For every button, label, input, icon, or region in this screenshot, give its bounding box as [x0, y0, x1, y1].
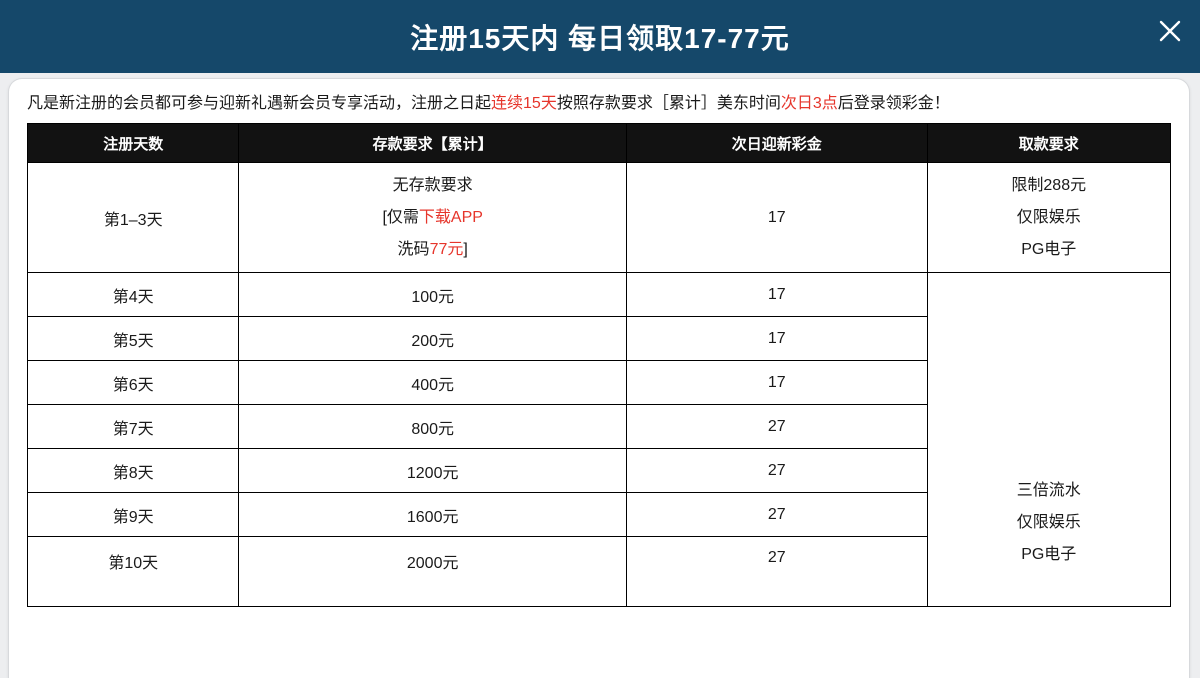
- cell-text: [仅需: [382, 208, 419, 226]
- table-row: 第9天 1600元 27: [26, 492, 1171, 537]
- cell-line: [仅需下载APP: [239, 202, 625, 234]
- table-row: 第4天 100元 17 三倍流水 仅限娱乐 PG电子: [26, 272, 1172, 607]
- highlighted-text: 下载APP: [418, 208, 483, 226]
- intro-segment: 凡是新注册的会员都可参与迎新礼遇新会员专享活动，注册之日起: [27, 95, 492, 112]
- table-row: 第1–3天 无存款要求 [仅需下载APP 洗码77元] 17 限制288元 仅限娱乐 PG电子: [26, 162, 1172, 273]
- cell-line: 洗码77元]: [239, 234, 625, 266]
- table-row: 第6天 400元 17: [26, 360, 1171, 405]
- close-button[interactable]: [1154, 15, 1186, 47]
- cell-text: 仅限娱乐: [1016, 514, 1081, 531]
- bonus-cell: 27: [625, 448, 928, 493]
- col-header-register-days: 注册天数: [26, 123, 240, 163]
- withdraw-cell: 限制288元 仅限娱乐 PG电子: [926, 162, 1172, 273]
- day-cell: 第7天: [26, 404, 240, 449]
- deposit-cell: 1200元: [238, 448, 627, 493]
- intro-highlight: 连续15天: [491, 95, 557, 112]
- bonus-cell: 17: [625, 272, 928, 317]
- day-cell: 第5天: [26, 316, 240, 361]
- deposit-cell: 无存款要求 [仅需下载APP 洗码77元]: [238, 162, 627, 273]
- bonus-cell: 27: [625, 492, 928, 537]
- bonus-cell: 17: [625, 360, 928, 405]
- promo-table: 注册天数 存款要求【累计】 次日迎新彩金 取款要求 第1–3天 无存款要求 [仅需下…: [26, 123, 1172, 607]
- col-header-deposit-requirement: 存款要求【累计】: [238, 123, 627, 163]
- intro-highlight: 次日3点: [780, 95, 838, 112]
- cell-line: 无存款要求: [239, 170, 625, 202]
- cell-text: 限制288元: [1011, 176, 1087, 194]
- cell-text: PG电子: [1021, 240, 1077, 258]
- cell-line: 限制288元: [928, 170, 1170, 202]
- col-header-withdraw-requirement: 取款要求: [926, 123, 1172, 163]
- table-row: 第8天 1200元 27: [26, 448, 1171, 493]
- deposit-cell: 400元: [238, 360, 627, 405]
- cell-text: 三倍流水: [1016, 482, 1081, 499]
- col-header-next-day-bonus: 次日迎新彩金: [625, 123, 928, 163]
- intro-segment: 按照存款要求［累计］美东时间: [556, 95, 781, 112]
- cell-text: PG电子: [1021, 546, 1077, 563]
- cell-line: PG电子: [928, 539, 1170, 571]
- table-row: 第7天 800元 27: [26, 404, 1171, 449]
- deposit-cell: 100元: [238, 272, 627, 317]
- cell-line: PG电子: [928, 234, 1170, 266]
- intro-segment: 后登录领彩金！: [837, 95, 950, 112]
- bonus-cell: 17: [625, 162, 928, 273]
- deposit-cell: 200元: [238, 316, 627, 361]
- withdraw-merged-cell: 三倍流水仅限娱乐 PG电子: [926, 272, 1172, 607]
- cell-text: ]: [463, 240, 468, 258]
- day-cell: 第8天: [26, 448, 240, 493]
- cell-line: 仅限娱乐: [928, 202, 1170, 234]
- deposit-cell: 1600元: [238, 492, 627, 537]
- deposit-cell: 800元: [238, 404, 627, 449]
- day-cell: 第10天: [26, 536, 240, 607]
- close-icon: [1159, 20, 1181, 42]
- modal-title: 注册15天内 每日领取17-77元: [410, 22, 790, 54]
- table-header-row: 注册天数 存款要求【累计】 次日迎新彩金 取款要求: [26, 123, 1172, 163]
- cell-text: 无存款要求: [392, 176, 473, 194]
- cell-line: 三倍流水: [928, 475, 1170, 507]
- deposit-cell: 2000元: [238, 536, 627, 607]
- highlighted-text: 77元: [429, 240, 464, 258]
- bonus-cell: 27: [625, 536, 928, 607]
- bonus-cell: 17: [625, 316, 928, 361]
- modal-header: 注册15天内 每日领取17-77元: [0, 0, 1200, 73]
- bonus-cell: 27: [625, 404, 928, 449]
- day-cell: 第4天: [26, 272, 240, 317]
- day-cell: 第1–3天: [26, 162, 240, 273]
- cell-line: 仅限娱乐: [928, 507, 1170, 539]
- table-body: 第1–3天 无存款要求 [仅需下载APP 洗码77元] 17 限制288元 仅限娱乐 PG电子…: [26, 162, 1172, 607]
- intro-text: 凡是新注册的会员都可参与迎新礼遇新会员专享活动，注册之日起连续15天按照存款要求…: [27, 79, 1171, 123]
- day-cell: 第6天: [26, 360, 240, 405]
- promo-panel: 凡是新注册的会员都可参与迎新礼遇新会员专享活动，注册之日起连续15天按照存款要求…: [8, 78, 1190, 678]
- cell-text: 仅限娱乐: [1016, 208, 1081, 226]
- cell-text: 洗码: [397, 240, 430, 258]
- table-row: 第5天 200元 17: [26, 316, 1171, 361]
- day-cell: 第9天: [26, 492, 240, 537]
